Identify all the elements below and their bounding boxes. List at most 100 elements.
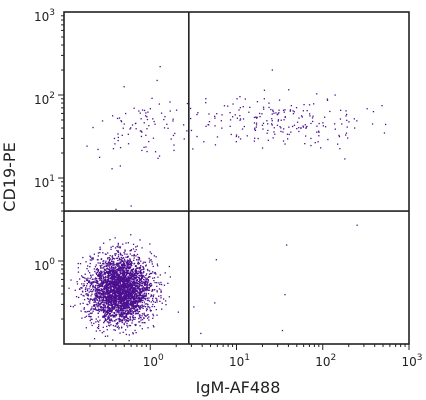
- data-point: [124, 250, 126, 252]
- data-point: [147, 306, 149, 308]
- data-point: [136, 267, 138, 269]
- data-point: [117, 292, 119, 294]
- data-point: [135, 309, 138, 312]
- data-point: [128, 274, 130, 277]
- data-point: [124, 311, 126, 313]
- data-point: [303, 104, 305, 106]
- data-point: [94, 287, 96, 289]
- data-point: [102, 307, 105, 309]
- data-point: [309, 115, 311, 117]
- data-point: [139, 316, 141, 319]
- data-point: [106, 267, 109, 269]
- data-point: [137, 288, 139, 290]
- data-point: [116, 268, 118, 271]
- data-point: [140, 269, 142, 271]
- data-point: [138, 289, 140, 291]
- data-point: [99, 300, 101, 302]
- data-point: [113, 290, 115, 292]
- data-point: [277, 119, 280, 121]
- data-point: [345, 115, 347, 117]
- data-point: [117, 242, 119, 245]
- data-point: [110, 273, 113, 276]
- data-point: [118, 283, 120, 285]
- data-point: [151, 289, 154, 291]
- data-point: [214, 144, 217, 146]
- data-point: [125, 278, 127, 281]
- data-point: [123, 271, 125, 273]
- data-point: [120, 121, 123, 123]
- data-point: [143, 270, 145, 273]
- data-point: [120, 298, 122, 300]
- data-point: [146, 283, 149, 285]
- data-point: [136, 300, 138, 302]
- data-point: [124, 292, 126, 294]
- data-point: [130, 295, 132, 297]
- data-point: [139, 130, 141, 132]
- data-point: [107, 257, 109, 259]
- data-point: [117, 309, 119, 311]
- data-point: [121, 291, 123, 293]
- data-point: [135, 128, 137, 130]
- data-point: [121, 275, 123, 277]
- data-point: [121, 290, 123, 292]
- data-point: [137, 285, 139, 287]
- data-point: [134, 278, 137, 280]
- data-point: [128, 295, 130, 297]
- data-point: [91, 312, 93, 314]
- data-point: [108, 283, 111, 285]
- data-point: [154, 123, 156, 125]
- data-point: [128, 324, 130, 327]
- data-point: [145, 294, 147, 296]
- data-point: [128, 288, 131, 291]
- data-point: [122, 292, 125, 294]
- data-point: [93, 305, 95, 307]
- data-point: [142, 290, 144, 292]
- data-point: [137, 273, 139, 275]
- data-point: [345, 134, 347, 136]
- data-point: [89, 284, 92, 287]
- data-point: [120, 280, 122, 283]
- data-point: [310, 137, 312, 140]
- data-point: [119, 271, 121, 273]
- data-point: [116, 262, 118, 264]
- data-point: [87, 281, 90, 283]
- data-point: [109, 239, 111, 241]
- data-point: [88, 313, 90, 315]
- data-point: [126, 267, 128, 269]
- data-point: [96, 296, 98, 299]
- data-point: [115, 323, 117, 325]
- data-point: [136, 305, 139, 307]
- data-point: [97, 255, 99, 257]
- data-point: [134, 270, 136, 272]
- data-point: [126, 262, 128, 264]
- data-point: [120, 259, 122, 261]
- data-point: [120, 266, 122, 269]
- data-point: [115, 208, 117, 210]
- data-point: [112, 316, 114, 318]
- data-point: [123, 301, 125, 304]
- data-point: [146, 118, 149, 121]
- data-point: [136, 299, 138, 301]
- data-point: [140, 305, 142, 307]
- data-point: [159, 66, 161, 68]
- data-point: [99, 273, 101, 276]
- data-point: [130, 273, 132, 275]
- data-point: [103, 320, 106, 323]
- data-point: [130, 283, 133, 285]
- data-point: [70, 279, 72, 281]
- data-point: [121, 320, 123, 322]
- data-point: [107, 303, 109, 305]
- data-point: [96, 290, 98, 292]
- data-point: [118, 286, 120, 288]
- data-point: [102, 289, 104, 291]
- data-point: [106, 292, 108, 294]
- data-point: [146, 116, 148, 118]
- data-point: [90, 308, 92, 310]
- data-point: [298, 127, 300, 129]
- data-point: [329, 110, 331, 113]
- data-point: [110, 318, 112, 320]
- data-point: [137, 262, 139, 264]
- data-point: [112, 264, 115, 266]
- data-point: [145, 308, 148, 310]
- data-point: [284, 109, 286, 111]
